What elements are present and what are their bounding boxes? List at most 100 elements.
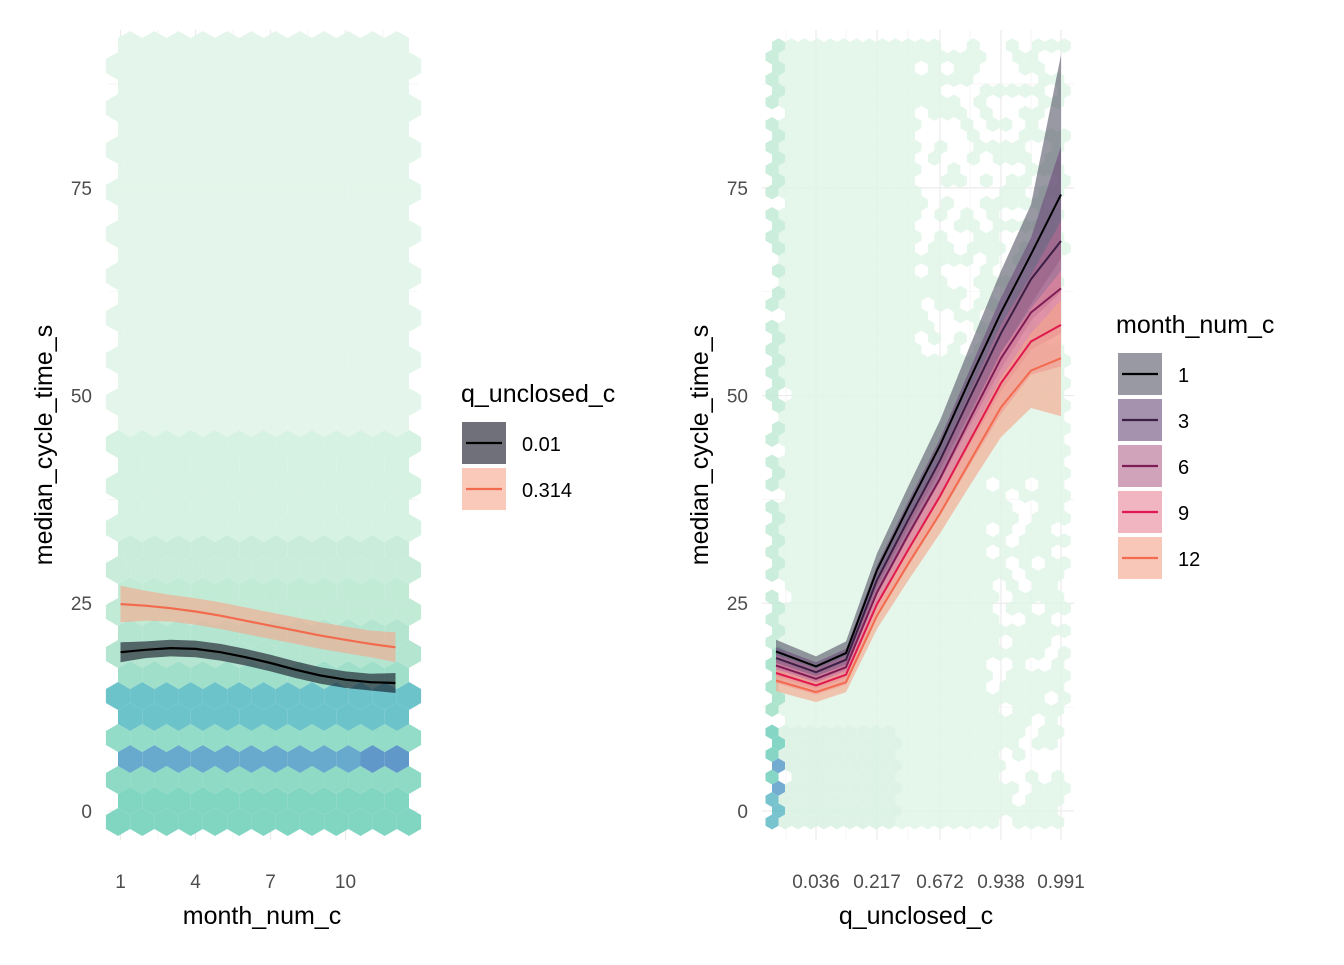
hexbin-cell (927, 758, 941, 774)
hexbin-cell (190, 115, 215, 143)
hexbin-cell (396, 682, 422, 710)
hexbin-cell (239, 577, 264, 605)
hexbin-cell (875, 623, 889, 639)
hexbin-cell (979, 195, 993, 211)
hexbin-cell (862, 758, 876, 774)
legend-label: 12 (1178, 549, 1200, 571)
hexbin-cell (336, 451, 361, 479)
hexbin-cell (1057, 398, 1071, 414)
hexbin-cell (849, 60, 863, 76)
hexbin-cell (837, 803, 850, 819)
hexbin-cell (785, 510, 798, 526)
hexbin-cell (888, 240, 902, 256)
hexbin-cell (312, 199, 337, 227)
hexbin-cell (862, 330, 876, 346)
hexbin-cell (811, 128, 824, 144)
hexbin-cell (856, 522, 870, 537)
left-hexbin (105, 31, 422, 836)
hexbin-cell (895, 117, 909, 132)
hexbin-cell (934, 252, 948, 267)
hexbin-cell (843, 432, 857, 447)
hexbin-cell (785, 105, 798, 121)
hexbin-cell (215, 283, 240, 311)
hexbin-cell (1025, 162, 1039, 177)
hexbin-cell (154, 388, 179, 416)
hexbin-cell (765, 387, 779, 402)
hexbin-cell (875, 465, 889, 481)
hexbin-cell (888, 218, 902, 234)
legend-title: q_unclosed_c (461, 380, 615, 408)
hexbin-cell (804, 364, 818, 380)
hexbin-cell (142, 451, 167, 479)
hexbin-cell (895, 454, 909, 470)
hexbin-cell (947, 747, 961, 762)
hexbin-cell (824, 285, 837, 301)
hexbin-cell (1005, 690, 1019, 706)
hexbin-cell (934, 792, 948, 807)
hexbin-cell (190, 661, 215, 689)
hexbin-cell (1031, 83, 1045, 99)
hexbin-cell (934, 94, 948, 110)
hexbin-cell (275, 472, 300, 500)
hexbin-cell (1018, 803, 1032, 819)
hexbin-cell (921, 702, 935, 717)
hexbin-cell (986, 139, 1000, 155)
hexbin-cell (940, 713, 954, 729)
hexbin-cell (1038, 634, 1052, 650)
hexbin-cell (251, 682, 276, 710)
hexbin-cell (908, 589, 922, 605)
hexbin-cell (299, 136, 325, 164)
hexbin-cell (979, 83, 993, 99)
hexbin-cell (986, 634, 1000, 650)
hexbin-cell (178, 808, 203, 836)
hexbin-cell (118, 157, 143, 185)
hexbin-cell (947, 589, 961, 605)
hexbin-cell (1012, 432, 1026, 447)
hexbin-cell (804, 207, 818, 222)
hexbin-cell (765, 612, 779, 627)
hexbin-cell (785, 38, 798, 54)
hexbin-cell (830, 49, 844, 65)
hexbin-cell (921, 252, 935, 267)
hexbin-cell (888, 263, 902, 279)
hexbin-cell (914, 83, 928, 99)
hexbin-cell (798, 443, 811, 459)
hexbin-cell (979, 533, 993, 549)
hexbin-cell (947, 72, 961, 87)
hexbin-cell (1031, 668, 1045, 684)
hexbin-cell (921, 387, 935, 402)
hexbin-cell (811, 465, 824, 481)
hexbin-cell (869, 229, 883, 245)
hexbin-cell (843, 162, 857, 177)
hexbin-cell (862, 398, 876, 414)
hexbin-cell (837, 240, 850, 256)
hexbin-cell (817, 162, 831, 177)
hexbin-cell (895, 94, 909, 110)
hexbin-cell (862, 443, 876, 459)
hexbin-cell (348, 556, 373, 584)
hexbin-cell (934, 702, 948, 717)
hexbin-cell (895, 229, 909, 245)
line-series-1 (775, 240, 1062, 674)
hexbin-cell (1012, 544, 1026, 560)
hexbin-cell (817, 454, 831, 470)
hexbin-cell (843, 454, 857, 470)
hexbin-cell (837, 578, 850, 594)
hexbin-cell (1005, 780, 1019, 796)
hexbin-cell (953, 173, 967, 189)
hexbin-cell (1025, 409, 1039, 425)
hexbin-cell (1018, 600, 1032, 616)
hexbin-cell (765, 72, 779, 87)
hexbin-cell (992, 623, 1006, 639)
hexbin-cell (1031, 803, 1045, 819)
hexbin-cell (287, 409, 312, 437)
hexbin-cell (953, 600, 967, 616)
hexbin-cell (324, 556, 349, 584)
hexbin-cell (830, 432, 844, 447)
hexbin-cell (824, 623, 837, 639)
hexbin-cell (798, 803, 811, 819)
hexbin-cell (830, 724, 844, 740)
hexbin-cell (966, 555, 980, 571)
hexbin-cell (908, 387, 922, 402)
hexbin-cell (324, 94, 349, 122)
